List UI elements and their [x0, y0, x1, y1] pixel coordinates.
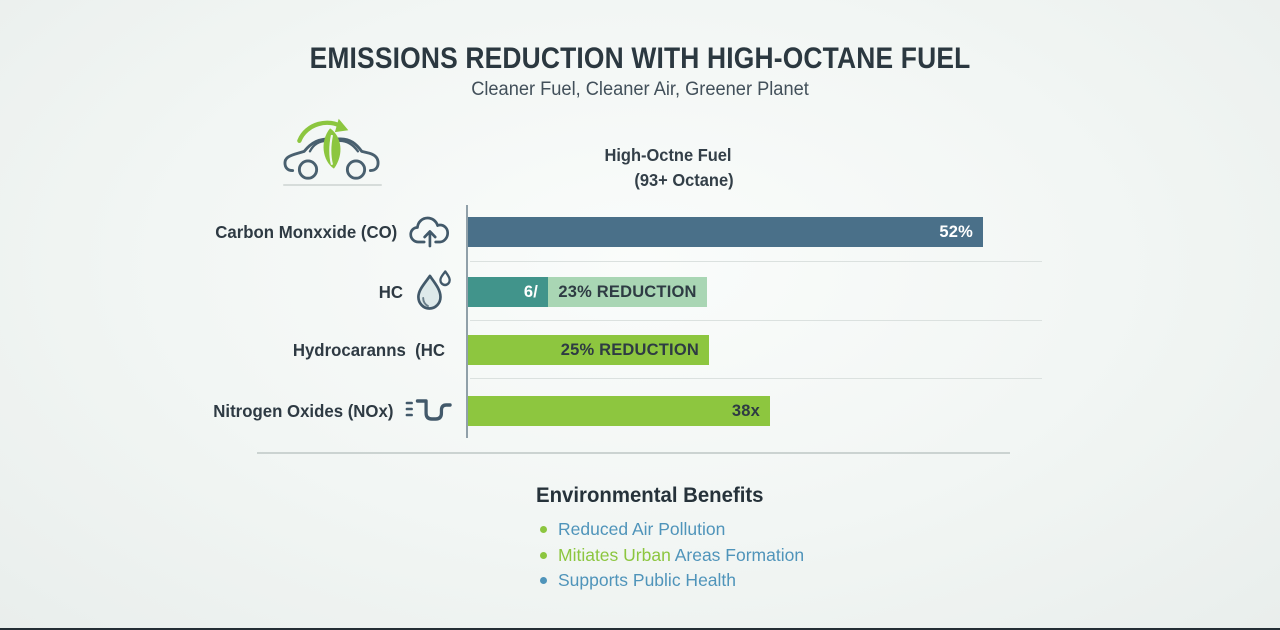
bullet-dot: [540, 551, 547, 559]
bar-segment: 38x: [468, 396, 770, 426]
benefit-item-air-pollution: Reduced Air Pollution: [540, 517, 804, 543]
bullet-dot: [540, 577, 547, 585]
benefit-item-public-health: Supports Public Health: [540, 568, 804, 594]
car-wheel-right: [345, 159, 367, 180]
benefits-section: Environmental Benefits Reduced Air Pollu…: [536, 484, 804, 594]
car-ground-line: [283, 184, 382, 186]
row-separator: [470, 320, 1042, 321]
row-label-nitrogen-oxides: Nitrogen Oxides (NOx): [18, 389, 452, 433]
bar-segment: 23% REDUCTION: [548, 277, 707, 307]
recycle-arrowhead: [334, 118, 349, 133]
bar-carbon-monoxide: 52%: [468, 217, 983, 247]
bar-nitrogen-oxides: 38x: [468, 396, 770, 426]
bar-hydrocarbons: 25% REDUCTION: [468, 335, 709, 365]
leaf-icon: [323, 128, 341, 169]
bottom-border: [0, 628, 1280, 630]
cloud-upload-icon: [409, 216, 450, 248]
bullet-dot: [540, 526, 547, 534]
benefit-text: Mitiates Urban Areas Formation: [558, 544, 805, 565]
exhaust-pipe-icon: [405, 399, 452, 421]
row-separator: [470, 261, 1042, 262]
water-drop-icon: [417, 270, 451, 310]
row-label-text: Nitrogen Oxides (NOx): [213, 400, 394, 421]
leaf-vein: [329, 134, 334, 166]
benefit-item-urban-areas: Mitiates Urban Areas Formation: [540, 543, 804, 569]
bar-segment: 25% REDUCTION: [468, 335, 709, 365]
column-header-line1: High-Octne Fuel: [604, 145, 732, 165]
bar-hc: 6/23% REDUCTION: [468, 277, 707, 307]
eco-car-icon: [283, 118, 380, 180]
row-separator: [470, 378, 1042, 379]
row-label-carbon-monoxide: Carbon Monxxide (CO): [18, 210, 452, 254]
section-separator: [257, 452, 1010, 454]
chart-axis-line: [466, 205, 468, 438]
page-subtitle: Cleaner Fuel, Cleaner Air, Greener Plane…: [471, 79, 809, 100]
row-label-text: HC: [378, 281, 404, 302]
page-title: EMISSIONS REDUCTION WITH HIGH-OCTANE FUE…: [309, 42, 971, 75]
benefits-heading: Environmental Benefits: [536, 484, 764, 507]
car-wheel-left: [297, 159, 319, 180]
benefit-text: Reduced Air Pollution: [558, 519, 726, 539]
benefits-list: Reduced Air Pollution Mitiates Urban Are…: [536, 517, 804, 594]
row-label-text: Carbon Monxxide (CO): [215, 221, 398, 242]
bar-segment: 52%: [468, 217, 983, 247]
column-header-line2: (93+ Octane): [634, 170, 734, 190]
row-label-hydrocarbons: Hydrocaranns (HC: [18, 328, 445, 372]
bar-segment: 6/: [468, 277, 548, 307]
column-header: High-Octne Fuel (93+ Octane): [559, 143, 777, 193]
row-label-hc: HC: [18, 270, 452, 314]
benefit-text: Supports Public Health: [558, 570, 737, 590]
row-label-text: Hydrocaranns (HC: [292, 339, 445, 360]
